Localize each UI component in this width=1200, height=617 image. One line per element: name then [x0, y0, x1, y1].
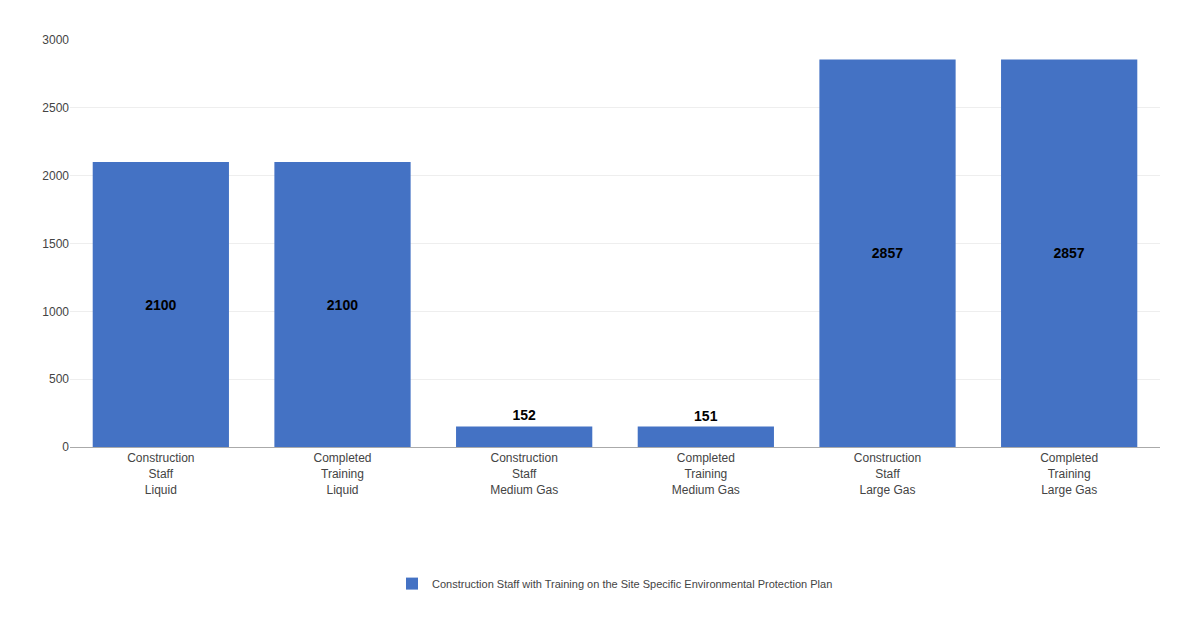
svg-text:2857: 2857 [872, 245, 903, 261]
svg-text:1000: 1000 [42, 305, 69, 319]
svg-text:ConstructionStaffLarge Gas: ConstructionStaffLarge Gas [854, 451, 921, 496]
svg-text:ConstructionStaffMedium Gas: ConstructionStaffMedium Gas [490, 451, 558, 496]
svg-text:152: 152 [512, 407, 536, 423]
svg-text:2857: 2857 [1053, 245, 1084, 261]
svg-text:2500: 2500 [42, 101, 69, 115]
svg-text:1500: 1500 [42, 237, 69, 251]
svg-text:CompletedTrainingMedium Gas: CompletedTrainingMedium Gas [672, 451, 740, 496]
svg-text:CompletedTrainingLarge Gas: CompletedTrainingLarge Gas [1040, 451, 1098, 496]
svg-text:ConstructionStaffLiquid: ConstructionStaffLiquid [127, 451, 194, 496]
svg-text:0: 0 [62, 440, 69, 454]
svg-text:CompletedTrainingLiquid: CompletedTrainingLiquid [313, 451, 371, 496]
svg-text:2000: 2000 [42, 169, 69, 183]
svg-text:2100: 2100 [327, 297, 358, 313]
svg-text:3000: 3000 [42, 33, 69, 47]
svg-text:2100: 2100 [145, 297, 176, 313]
svg-text:151: 151 [694, 408, 718, 424]
svg-text:500: 500 [49, 372, 69, 386]
svg-text:Construction Staff with Traini: Construction Staff with Training on the … [432, 578, 832, 590]
